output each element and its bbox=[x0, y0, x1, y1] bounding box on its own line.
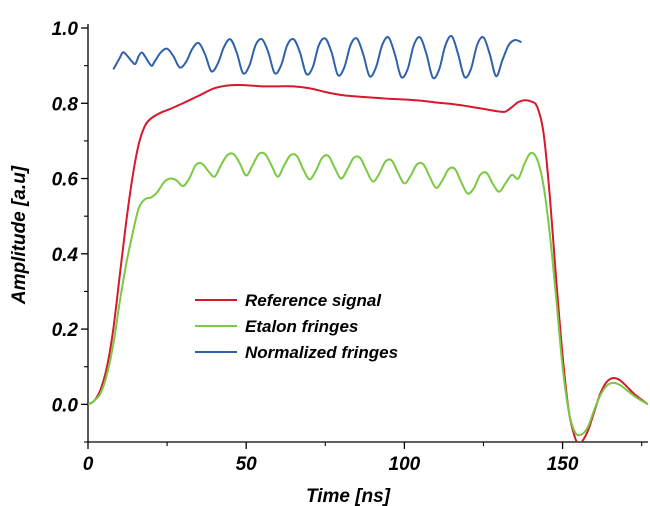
y-tick-label: 1.0 bbox=[52, 19, 79, 40]
series-line-normalized-fringes bbox=[112, 35, 522, 80]
y-tick-label: 0.4 bbox=[52, 245, 79, 266]
y-tick-label: 0.6 bbox=[52, 170, 79, 191]
axes: 0.0 0.2 0.4 0.6 0.8 1.0 0 50 100 150 bbox=[52, 19, 648, 475]
y-axis-title: Amplitude [a.u] bbox=[9, 165, 30, 305]
x-tick-label: 150 bbox=[547, 454, 579, 475]
x-tick-label: 0 bbox=[83, 454, 94, 475]
legend-label-etalon-fringes: Etalon fringes bbox=[245, 317, 358, 336]
legend-label-normalized-fringes: Normalized fringes bbox=[245, 343, 398, 362]
x-axis-title: Time [ns] bbox=[306, 486, 391, 506]
y-tick-label: 0.2 bbox=[52, 320, 79, 341]
x-tick-label: 100 bbox=[389, 454, 421, 475]
y-tick-label: 0.8 bbox=[52, 94, 79, 115]
x-tick-label: 50 bbox=[236, 454, 258, 475]
series-layer bbox=[88, 35, 648, 442]
series-line-reference-signal bbox=[88, 83, 648, 442]
legend-label-reference-signal: Reference signal bbox=[245, 291, 382, 310]
series-line-etalon-fringes bbox=[88, 151, 648, 437]
y-tick-label: 0.0 bbox=[52, 395, 79, 416]
legend: Reference signal Etalon fringes Normalized… bbox=[195, 291, 398, 362]
